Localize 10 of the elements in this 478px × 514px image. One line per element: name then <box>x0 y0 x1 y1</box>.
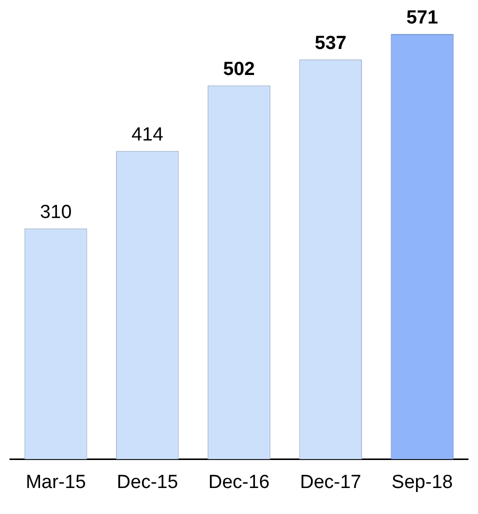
x-tick-label: Dec-15 <box>116 472 178 493</box>
data-label: 502 <box>223 59 255 80</box>
data-label: 414 <box>132 124 164 146</box>
data-label: 310 <box>40 202 72 224</box>
x-tick-label: Dec-17 <box>300 472 362 493</box>
x-tick-label: Dec-16 <box>208 472 270 493</box>
x-tick-label: Sep-18 <box>392 472 453 493</box>
data-label: 571 <box>406 8 438 29</box>
data-label: 537 <box>314 33 346 54</box>
x-tick-label: Mar-15 <box>26 472 86 493</box>
